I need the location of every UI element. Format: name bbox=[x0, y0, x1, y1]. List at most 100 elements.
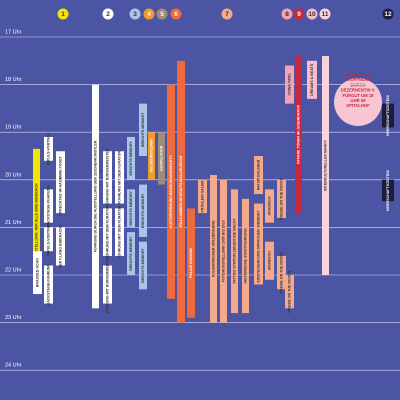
event: HERRSCHAFTSZEITEN! bbox=[382, 170, 394, 211]
event: INTERKULTURELLER MARKT bbox=[322, 56, 329, 275]
event: POESIE ON THE ROCKS bbox=[277, 251, 286, 294]
column-number: 10 bbox=[308, 11, 316, 18]
event: IMPULS-VORTRAG bbox=[44, 132, 53, 165]
event-bar bbox=[44, 265, 53, 304]
event: KULINARISCHER SPAZIERGANG bbox=[210, 175, 217, 323]
column-marker bbox=[102, 8, 114, 20]
event-bar bbox=[265, 241, 274, 280]
event-bar bbox=[148, 132, 155, 180]
event-label: FÜHRUNG MIT BÜRGERMEISTER bbox=[104, 255, 109, 313]
event-label: DREAMS & BEATS bbox=[310, 63, 314, 96]
event: AUSSTELLUNG: WIR ALLE SIND BIBERACH bbox=[33, 148, 40, 295]
event: FÜHRUNG MIT BÜRGERMEISTER bbox=[103, 148, 112, 206]
event-label: FOTOAUSSTELLUNG 1950 BIS 2010 bbox=[221, 220, 225, 282]
column-marker bbox=[293, 8, 305, 20]
event-bar bbox=[220, 179, 227, 323]
announcement: OFFIZIELLE ERÖFFNUNG DURCH DEZERNENTIN V. FÜ… bbox=[334, 72, 382, 126]
column-marker bbox=[281, 8, 293, 20]
event: GOSPELCHOR bbox=[158, 132, 165, 185]
event: IMPULS-VORTRAG bbox=[44, 223, 53, 256]
event: ARABISCH bbox=[265, 241, 274, 280]
event: DER KLANG BIBERACHS bbox=[56, 224, 65, 268]
event-bar bbox=[382, 103, 394, 128]
event-label: FRÄULEIN SALMA bbox=[200, 180, 204, 212]
event-label: BACKSTAGE-FÜHRUNG bbox=[45, 185, 50, 227]
event-label: INTERKULTURELLER MARKT bbox=[323, 139, 327, 191]
event: EINSTEIGERKURS SPRACHEN bbox=[254, 227, 263, 285]
event-bar bbox=[265, 189, 274, 223]
event-bar bbox=[254, 227, 263, 285]
event-bar bbox=[231, 189, 238, 314]
event-bar bbox=[139, 103, 147, 156]
event-label: POESIE ON THE ROCKS bbox=[279, 251, 283, 294]
event-label: FÜHRUNG MIT DEM KURATOR bbox=[104, 205, 109, 258]
event: KULTURVERBUND BEGRÜSSUNGSPARTY bbox=[167, 84, 175, 299]
event-bar bbox=[103, 265, 112, 304]
event-label: BRECHTS MEMORY bbox=[141, 112, 145, 147]
event: BACKSTAGE-FÜHRUNG bbox=[44, 263, 53, 305]
announcement-text: OFFIZIELLE ERÖFFNUNG DURCH DEZERNENTIN V. FÜ… bbox=[341, 72, 376, 108]
event-label: HERRSCHAFTSZEITEN! bbox=[386, 95, 390, 136]
event-bar bbox=[177, 60, 185, 323]
event-label: BRECHTS MEMORY bbox=[141, 248, 145, 283]
event-label: KULINARISCHER SPAZIERGANG bbox=[211, 220, 215, 277]
event-bar bbox=[33, 148, 40, 295]
event: BRECHTS MEMORY bbox=[139, 103, 147, 156]
event: ARABISCH bbox=[265, 189, 274, 223]
event: POESIE ON THE ROCKS bbox=[277, 177, 286, 220]
event-label: IMPULS-VORTRAG bbox=[46, 132, 50, 165]
event-label: KULTURVERBUND BEGRÜSSUNGSPARTY bbox=[168, 154, 173, 228]
event-bar bbox=[254, 156, 263, 195]
event: BRASSED-SCHO bbox=[33, 251, 42, 295]
hour-label: 21 Uhr bbox=[5, 220, 22, 226]
column-number: 11 bbox=[322, 11, 329, 18]
event: NATUR ERLEBEN bbox=[254, 156, 263, 195]
event-label: MUSIK VERBINDET bbox=[256, 210, 260, 244]
event-label: SPRECHTAG IM HAUS bbox=[58, 177, 62, 216]
hour-label: 17 Uhr bbox=[5, 29, 22, 35]
column-marker bbox=[221, 8, 233, 20]
event-label: BRECHTS MEMORY bbox=[129, 236, 133, 271]
column-marker bbox=[382, 8, 394, 20]
event: FRÄULEIN SALMA bbox=[198, 179, 207, 214]
event-label: DER KLANG BIBERACHS bbox=[58, 224, 62, 268]
event-bar bbox=[295, 56, 302, 214]
hour-label: 23 Uhr bbox=[5, 315, 22, 321]
event-bar bbox=[33, 251, 42, 295]
event-bar bbox=[242, 198, 249, 314]
event-bar bbox=[56, 227, 65, 266]
event: POESIE ON THE ROCKS bbox=[285, 270, 294, 313]
event: CHINA-TANZ bbox=[285, 65, 294, 104]
event-label: FÜHRUNG MIT DEM KURATOR bbox=[116, 205, 121, 258]
event: FÜHRUNG DURCH DIE AUSSTELLUNG DER ZEICHE… bbox=[92, 84, 99, 309]
event-bar bbox=[56, 179, 65, 214]
event-label: ARABISCH bbox=[267, 251, 271, 270]
event: OFFENE TÜREN IM JUGENDHAUS bbox=[295, 56, 302, 214]
event-label: WILLKOMMEN IM BRAITH-MALI-MUSEUM bbox=[179, 156, 183, 228]
event-label: GOSPELCHOR bbox=[159, 145, 163, 171]
event-bar bbox=[44, 136, 53, 161]
event: FÜHRUNG MIT DEM KURATOR bbox=[115, 205, 124, 259]
event-label: PALAIS DIANOMI bbox=[189, 248, 193, 277]
event-bar bbox=[92, 84, 99, 309]
event-label: HISTORISCHE STADTFÜHRUNG bbox=[242, 228, 247, 283]
event: FÜHRUNG MIT DEM KURATOR bbox=[103, 205, 112, 259]
event-label: ANNE FOGET bbox=[58, 155, 62, 179]
event: BACKSTAGE-FÜHRUNG bbox=[44, 185, 53, 227]
event-label: EINSTEIGERKURS SPRACHEN bbox=[256, 229, 260, 283]
event-bar bbox=[382, 179, 394, 202]
event-label: OFFENE TÜREN IM JUGENDHAUS bbox=[295, 104, 300, 164]
event: HISTORISCHE STADTFÜHRUNG bbox=[242, 198, 249, 314]
column-number: 5 bbox=[160, 11, 164, 18]
column-number: 12 bbox=[384, 11, 392, 18]
event-bar bbox=[115, 208, 124, 256]
column-number: 7 bbox=[225, 11, 229, 18]
event-label: SOLOKÜNSTLERIN bbox=[148, 139, 153, 173]
event: BRECHTS MEMORY bbox=[139, 184, 147, 237]
event-label: FÜHRUNG MIT DEM KURATOR bbox=[116, 151, 121, 204]
event-bar bbox=[103, 151, 112, 204]
event: BRECHTS MEMORY bbox=[139, 241, 147, 290]
column-number: 8 bbox=[285, 11, 289, 18]
event: BRECHTS MEMORY bbox=[127, 232, 135, 275]
event-bar bbox=[158, 132, 165, 185]
